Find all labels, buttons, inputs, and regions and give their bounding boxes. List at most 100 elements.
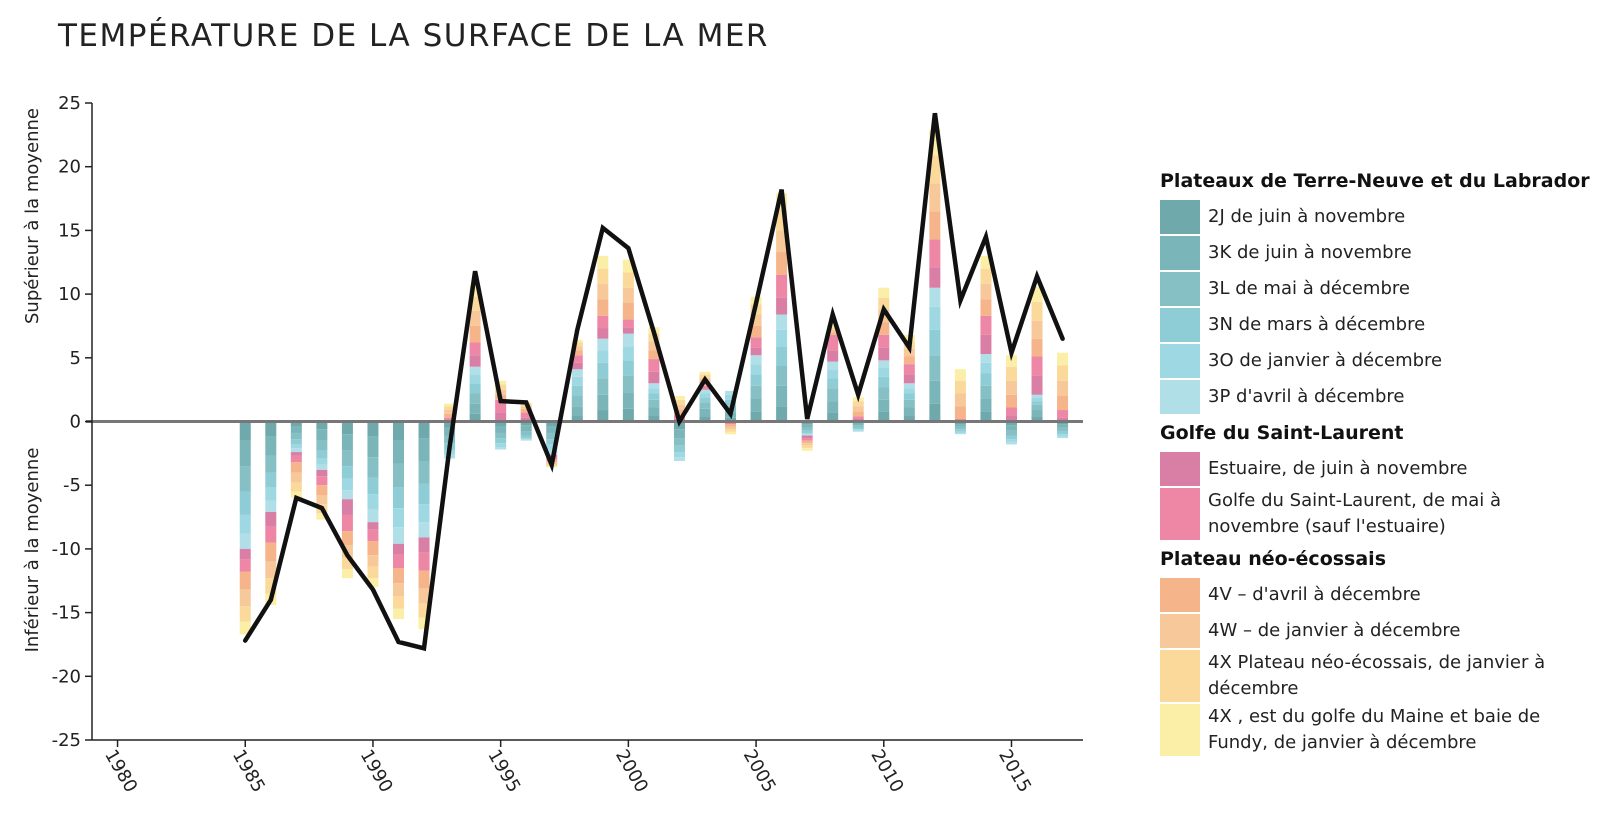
bar-segment-2001-s1: [648, 407, 660, 416]
bar-segment-2002-s8: [673, 410, 685, 416]
bar-segment-2003-s0: [699, 416, 711, 422]
bar-segment-1997-s5: [546, 449, 558, 455]
bar-segment-1996-s0: [520, 421, 532, 426]
bar-segment-2010-s2: [878, 387, 890, 400]
bar-segment-1985-s9: [239, 589, 251, 607]
bar-segment-2011-s8: [903, 356, 915, 365]
bar-segment-1990-s11: [367, 578, 379, 588]
bar-segment-2012-s6: [929, 267, 941, 288]
bar-segment-2010-s8: [878, 322, 890, 335]
bar-segment-2011-s3: [903, 393, 915, 400]
bar-segment-2001-s4: [648, 388, 660, 394]
legend-item: 4X Plateau néo-écossais, de janvier à dé…: [1160, 650, 1590, 702]
bar-segment-1998-s7: [571, 355, 583, 363]
bar-segment-1990-s10: [367, 566, 379, 579]
bar-segment-2016-s11: [1031, 286, 1043, 302]
bar-segment-2013-s1: [954, 424, 966, 427]
bar-segment-2014-s3: [980, 373, 992, 386]
legend-swatch: [1160, 308, 1200, 342]
bar-segment-2012-s3: [929, 329, 941, 356]
bar-segment-1991-s10: [392, 596, 404, 609]
bar-segment-1990-s4: [367, 494, 379, 510]
bar-segment-1986-s7: [265, 525, 277, 543]
x-tick-label: 1990: [356, 746, 397, 796]
bar-segment-1997-s0: [546, 421, 558, 427]
legend-item: 3L de mai à décembre: [1160, 272, 1590, 306]
bar-segment-1989-s1: [341, 434, 353, 451]
legend-swatch: [1160, 650, 1200, 702]
bar-layer: [239, 129, 1069, 635]
total-anomaly-line: [242, 112, 1065, 652]
bar-segment-1995-s4: [495, 443, 507, 447]
bar-segment-1992-s5: [418, 522, 430, 538]
bar-segment-1998-s9: [571, 346, 583, 351]
bar-segment-2001-s8: [648, 350, 660, 360]
bar-segment-2011-s7: [903, 364, 915, 375]
bar-segment-2010-s1: [878, 399, 890, 412]
legend-item: Estuaire, de juin à novembre: [1160, 452, 1590, 486]
bar-segment-2012-s8: [929, 211, 941, 240]
bar-segment-2007-s3: [801, 430, 813, 433]
bar-segment-2015-s1: [1005, 425, 1017, 431]
legend-label: 3L de mai à décembre: [1208, 278, 1410, 299]
bar-segment-2001-s5: [648, 383, 660, 389]
bar-segment-2017-s7: [1057, 410, 1069, 418]
legend-item: Golfe du Saint-Laurent, de mai à novembr…: [1160, 488, 1590, 540]
bar-segment-2006-s9: [776, 230, 788, 253]
bar-segment-2003-s6: [699, 388, 711, 390]
bar-segment-2007-s4: [801, 432, 813, 435]
bar-segment-2013-s9: [954, 393, 966, 407]
bar-segment-2009-s8: [852, 411, 864, 417]
bar-segment-1988-s6: [316, 469, 328, 477]
y-tick-label: -5: [63, 475, 81, 496]
bar-segment-1992-s11: [418, 617, 430, 630]
bar-segment-1992-s0: [418, 421, 430, 439]
bar-segment-1995-s0: [495, 421, 507, 427]
bar-segment-1992-s10: [418, 603, 430, 618]
bar-segment-1991-s11: [392, 608, 404, 619]
bar-segment-1996-s8: [520, 408, 532, 413]
bar-segment-2012-s4: [929, 306, 941, 330]
bar-segment-1995-s7: [495, 399, 507, 413]
bar-segment-2013-s3: [954, 429, 966, 432]
bar-segment-1995-s3: [495, 438, 507, 444]
bar-segment-2015-s6: [1005, 415, 1017, 422]
legend-item: 4V – d'avril à décembre: [1160, 578, 1590, 612]
bar-segment-1999-s5: [597, 338, 609, 351]
bar-segment-1993-s8: [444, 413, 456, 418]
bar-segment-1989-s6: [341, 499, 353, 515]
bar-segment-1989-s7: [341, 514, 353, 532]
bar-segment-2010-s6: [878, 347, 890, 361]
bar-segment-2012-s10: [929, 155, 941, 184]
bar-segment-1994-s1: [469, 403, 481, 414]
bar-segment-2005-s7: [750, 337, 762, 348]
bar-segment-1995-s6: [495, 412, 507, 422]
bar-segment-2016-s9: [1031, 320, 1043, 339]
bar-segment-2006-s5: [776, 314, 788, 330]
bar-segment-2010-s10: [878, 297, 890, 310]
bar-segment-2013-s4: [954, 431, 966, 433]
bar-segment-1989-s3: [341, 466, 353, 479]
bar-segment-2002-s1: [673, 429, 685, 439]
bar-segment-2006-s6: [776, 297, 788, 315]
bar-segment-1985-s0: [239, 421, 251, 441]
bar-segment-2007-s6: [801, 435, 813, 439]
bar-segment-1985-s2: [239, 466, 251, 492]
bar-segment-2007-s1: [801, 424, 813, 428]
legend-group-title: Golfe du Saint-Laurent: [1160, 422, 1404, 444]
bar-segment-2001-s2: [648, 399, 660, 408]
bar-segment-1991-s8: [392, 568, 404, 584]
bar-segment-1998-s4: [571, 376, 583, 386]
bar-segment-1985-s8: [239, 571, 251, 590]
bar-segment-1994-s5: [469, 366, 481, 375]
bar-segment-1992-s8: [418, 570, 430, 589]
bar-segment-2000-s6: [622, 327, 634, 334]
bar-segment-2010-s11: [878, 287, 890, 298]
bar-segment-2004-s8: [725, 424, 737, 427]
legend: Plateaux de Terre-Neuve et du Labrador 2J…: [1160, 170, 1590, 764]
bar-segment-2000-s0: [622, 408, 634, 422]
bar-segment-1985-s5: [239, 533, 251, 549]
bar-segment-1996-s2: [520, 431, 532, 436]
bar-segment-1986-s10: [265, 578, 277, 594]
bar-segment-2014-s4: [980, 362, 992, 374]
